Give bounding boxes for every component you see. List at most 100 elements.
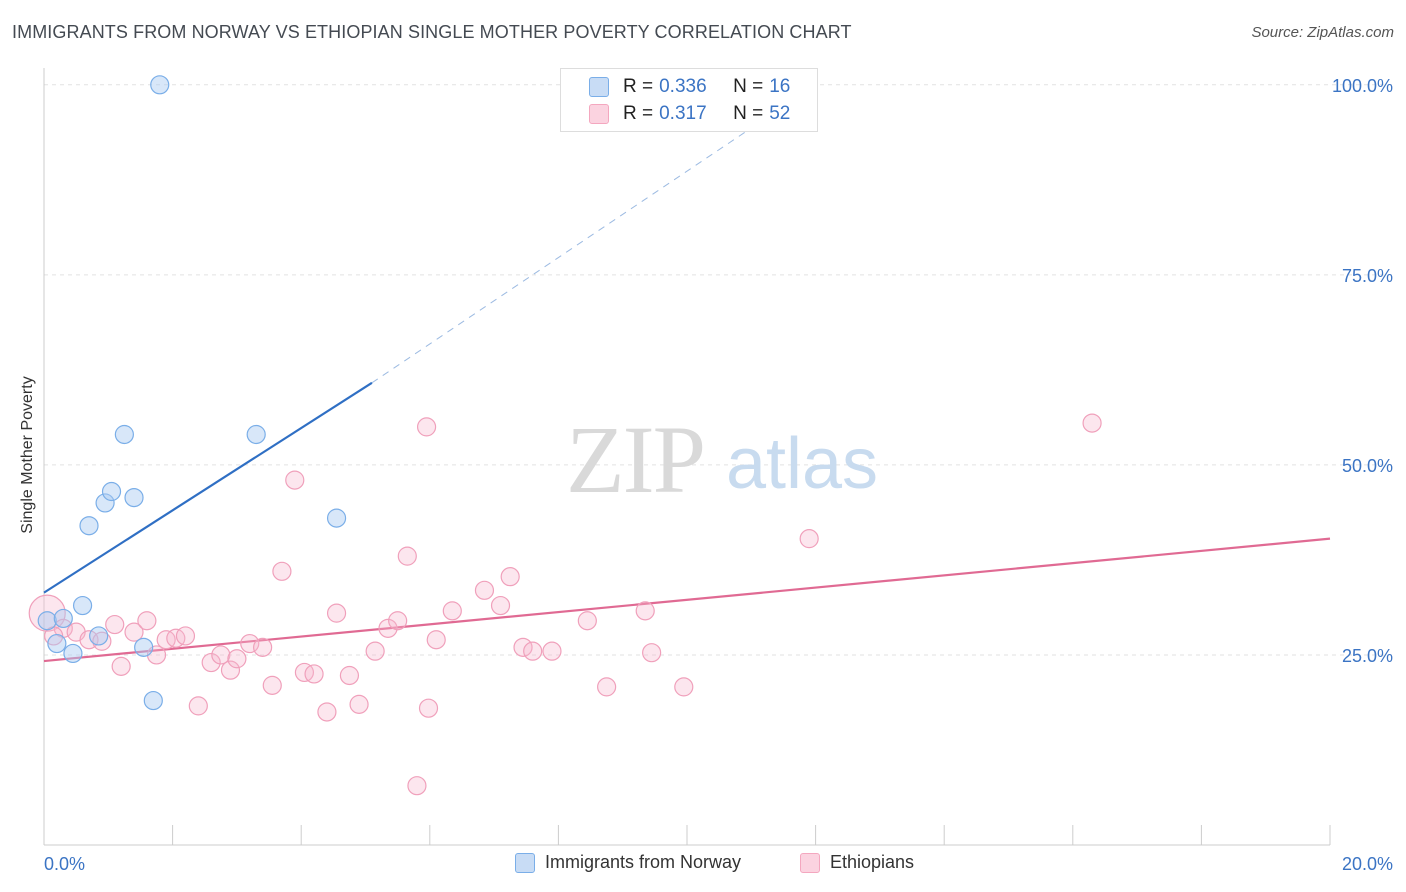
ethiopians-point bbox=[635, 601, 655, 621]
ethiopians-point bbox=[201, 652, 221, 673]
y-tick-label: 75.0% bbox=[1342, 266, 1393, 286]
watermark: ZIP atlas bbox=[566, 406, 878, 513]
r-label: R = bbox=[623, 103, 654, 124]
norway-point bbox=[114, 424, 134, 445]
ethiopians-point bbox=[523, 641, 543, 661]
norway-trend-line bbox=[43, 381, 373, 594]
ethiopians-point bbox=[111, 656, 131, 676]
ethiopians-point bbox=[426, 630, 446, 650]
norway-point bbox=[95, 493, 115, 513]
norway-point bbox=[53, 608, 73, 629]
norway-point bbox=[101, 481, 122, 502]
ethiopians-point bbox=[175, 626, 196, 646]
axes bbox=[43, 68, 1331, 846]
ethiopians-point bbox=[388, 611, 408, 631]
ethiopians-point bbox=[799, 529, 819, 549]
norway-point bbox=[326, 508, 347, 528]
norway-trend-extension bbox=[371, 84, 816, 384]
ethiopians-point bbox=[285, 470, 305, 490]
ethiopians-point bbox=[642, 643, 662, 663]
source-label: Source: ZipAtlas.com bbox=[1251, 24, 1394, 41]
norway-point bbox=[89, 626, 109, 646]
ethiopians-point bbox=[407, 776, 427, 796]
ethiopians-point bbox=[326, 603, 347, 623]
norway-point bbox=[124, 487, 144, 508]
watermark-zip: ZIP bbox=[566, 406, 704, 513]
ethiopians-point bbox=[220, 660, 241, 680]
norway-point bbox=[150, 75, 170, 95]
norway-point bbox=[143, 690, 163, 711]
n-label: N = bbox=[733, 76, 764, 97]
legend-label: Immigrants from Norway bbox=[545, 852, 742, 872]
ethiopians-point bbox=[490, 595, 511, 616]
n-value: 52 bbox=[769, 103, 791, 124]
y-tick-label: 100.0% bbox=[1332, 76, 1393, 96]
ethiopians-point bbox=[674, 677, 694, 697]
ethiopians-swatch bbox=[589, 104, 609, 124]
norway-point bbox=[134, 637, 154, 657]
ethiopians-swatch bbox=[800, 852, 820, 873]
grid-lines bbox=[44, 84, 1392, 656]
norway-point bbox=[246, 424, 266, 445]
norway-swatch bbox=[589, 77, 609, 97]
ethiopians-point bbox=[500, 567, 520, 587]
ethiopians-point bbox=[513, 637, 533, 657]
ethiopians-point bbox=[349, 694, 369, 714]
chart-title: IMMIGRANTS FROM NORWAY VS ETHIOPIAN SING… bbox=[12, 22, 852, 42]
x-tick-label: 0.0% bbox=[44, 854, 85, 874]
correlation-legend: R = 0.336 N = 16 R = 0.317 N = 52 bbox=[560, 68, 818, 132]
y-tick-label: 25.0% bbox=[1342, 646, 1393, 666]
legend-row-norway: R = 0.336 N = 16 bbox=[589, 75, 790, 99]
ethiopians-point bbox=[442, 601, 462, 621]
ethiopians-point bbox=[240, 633, 260, 654]
ethiopians-point bbox=[577, 611, 597, 631]
data-points bbox=[28, 75, 1102, 796]
norway-point bbox=[37, 611, 57, 631]
series-legend: Immigrants from Norway Ethiopians bbox=[0, 852, 1406, 878]
ethiopians-point bbox=[474, 580, 495, 600]
ethiopians-point bbox=[597, 677, 617, 697]
ethiopians-point bbox=[211, 645, 231, 665]
legend-label: Ethiopians bbox=[830, 852, 915, 872]
norway-point bbox=[47, 633, 67, 654]
y-tick-label: 50.0% bbox=[1342, 456, 1393, 476]
x-tick-label: 20.0% bbox=[1342, 854, 1393, 874]
r-value: 0.336 bbox=[659, 76, 707, 97]
ethiopians-point bbox=[339, 665, 360, 686]
ethiopians-point bbox=[294, 662, 315, 683]
norway-point bbox=[63, 643, 83, 664]
ethiopians-point bbox=[378, 618, 398, 638]
ethiopians-point bbox=[124, 622, 144, 642]
legend-item-norway[interactable]: Immigrants from Norway bbox=[515, 852, 741, 873]
ethiopians-point bbox=[397, 546, 417, 566]
ethiopians-point bbox=[156, 630, 176, 650]
ethiopians-point bbox=[137, 611, 157, 631]
n-value: 16 bbox=[769, 76, 791, 97]
ethiopians-point bbox=[188, 696, 208, 716]
legend-row-ethiopians: R = 0.317 N = 52 bbox=[589, 102, 790, 126]
ethiopians-point bbox=[272, 561, 292, 581]
watermark-atlas: atlas bbox=[726, 424, 878, 504]
norway-point bbox=[72, 595, 93, 616]
ethiopians-point bbox=[227, 649, 247, 669]
ethiopians-trend-line bbox=[43, 537, 1331, 663]
trend-lines bbox=[43, 84, 1331, 663]
ethiopians-point bbox=[253, 637, 273, 657]
ethiopians-point bbox=[262, 675, 282, 695]
r-label: R = bbox=[623, 76, 654, 97]
r-value: 0.317 bbox=[659, 103, 707, 124]
ethiopians-point bbox=[105, 614, 125, 635]
ethiopians-point bbox=[304, 664, 324, 684]
norway-point bbox=[79, 516, 99, 536]
ethiopians-point bbox=[317, 702, 337, 722]
ethiopians-point bbox=[365, 641, 385, 661]
ethiopians-point bbox=[92, 631, 112, 651]
ethiopians-point bbox=[542, 641, 562, 661]
n-label: N = bbox=[733, 103, 764, 124]
ethiopians-point bbox=[1082, 413, 1102, 433]
legend-item-ethiopians[interactable]: Ethiopians bbox=[800, 852, 914, 873]
tick-labels: 25.0% 50.0% 75.0% 100.0% 0.0% 20.0% bbox=[44, 76, 1393, 874]
ethiopians-point bbox=[416, 417, 437, 437]
ethiopians-point bbox=[418, 698, 439, 718]
